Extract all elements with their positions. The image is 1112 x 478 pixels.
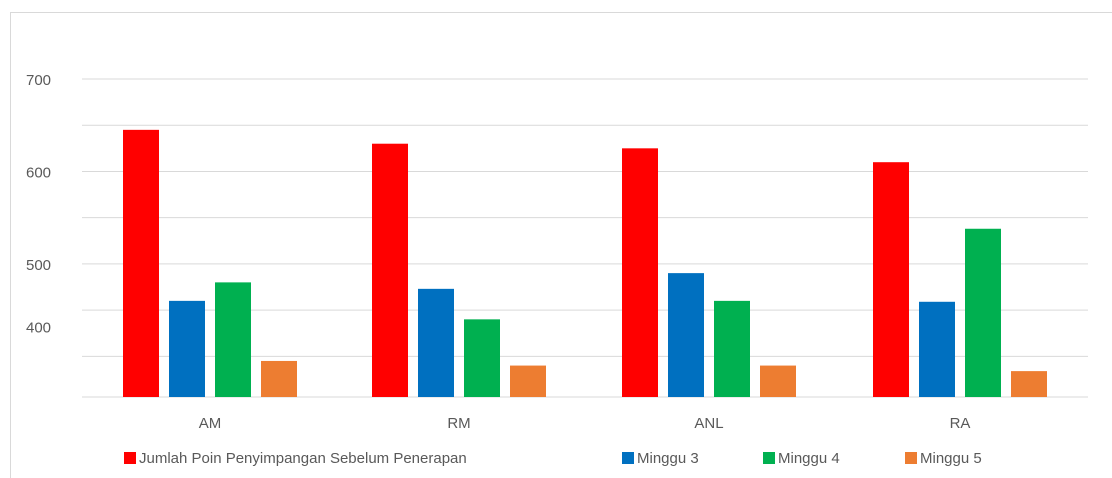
bar [714, 300, 750, 397]
bar [215, 282, 251, 397]
legend-item: Minggu 3 [622, 448, 699, 470]
legend-item: Jumlah Poin Penyimpangan Sebelum Penerap… [124, 448, 467, 470]
chart-frame [10, 12, 1112, 478]
bar [668, 273, 704, 397]
y-tick-label: 500 [26, 257, 51, 274]
legend-swatch [905, 452, 917, 464]
bar [622, 148, 658, 397]
bar [1011, 371, 1047, 397]
category-label: ANL [694, 415, 723, 432]
bar [418, 288, 454, 397]
bar [372, 143, 408, 397]
legend-item: Minggu 5 [905, 448, 982, 470]
category-label: RA [950, 415, 971, 432]
bar [123, 129, 159, 397]
legend-swatch [124, 452, 136, 464]
legend-swatch [622, 452, 634, 464]
bar [464, 319, 500, 397]
legend-label: Minggu 5 [920, 450, 982, 467]
category-label: AM [199, 415, 222, 432]
bar [760, 365, 796, 397]
bar [919, 301, 955, 397]
category-label: RM [447, 415, 470, 432]
bar [261, 360, 297, 397]
y-tick-label: 400 [26, 319, 51, 336]
bar [510, 365, 546, 397]
bar [169, 300, 205, 397]
bar [873, 162, 909, 397]
legend-label: Minggu 4 [778, 450, 840, 467]
legend-label: Minggu 3 [637, 450, 699, 467]
legend-item: Minggu 4 [763, 448, 840, 470]
y-tick-label: 600 [26, 164, 51, 181]
bar [965, 228, 1001, 397]
y-tick-label: 700 [26, 72, 51, 89]
legend-label: Jumlah Poin Penyimpangan Sebelum Penerap… [139, 450, 467, 467]
legend: Jumlah Poin Penyimpangan Sebelum Penerap… [0, 448, 1112, 474]
legend-swatch [763, 452, 775, 464]
